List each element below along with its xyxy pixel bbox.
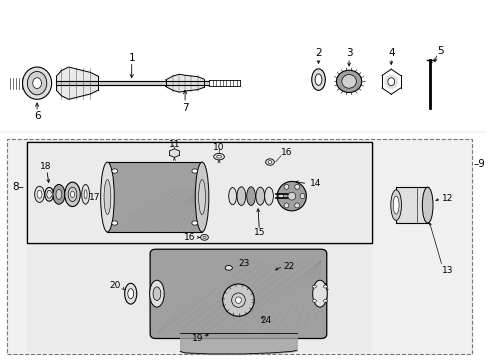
Ellipse shape bbox=[27, 72, 47, 95]
Ellipse shape bbox=[387, 78, 394, 86]
Ellipse shape bbox=[312, 280, 326, 307]
Text: 19: 19 bbox=[191, 334, 203, 343]
Ellipse shape bbox=[246, 187, 255, 206]
Ellipse shape bbox=[422, 187, 432, 223]
Ellipse shape bbox=[68, 187, 77, 202]
Ellipse shape bbox=[231, 293, 245, 307]
Text: 7: 7 bbox=[182, 103, 188, 113]
Text: 8–: 8– bbox=[12, 182, 24, 192]
Ellipse shape bbox=[228, 188, 236, 205]
Ellipse shape bbox=[153, 287, 161, 301]
Bar bbox=[27, 142, 371, 243]
Ellipse shape bbox=[149, 280, 164, 307]
Ellipse shape bbox=[336, 70, 361, 93]
Text: 4: 4 bbox=[387, 48, 394, 58]
Ellipse shape bbox=[311, 69, 325, 90]
Ellipse shape bbox=[216, 155, 221, 158]
Ellipse shape bbox=[127, 289, 133, 299]
Ellipse shape bbox=[35, 186, 44, 202]
Bar bbox=[107, 162, 202, 232]
Bar bbox=[27, 142, 371, 243]
Text: 18: 18 bbox=[40, 162, 51, 171]
Ellipse shape bbox=[323, 300, 327, 302]
Ellipse shape bbox=[222, 284, 254, 316]
Ellipse shape bbox=[284, 184, 288, 189]
Ellipse shape bbox=[33, 78, 41, 89]
Text: 16: 16 bbox=[281, 148, 292, 157]
Ellipse shape bbox=[101, 162, 114, 232]
Text: 14: 14 bbox=[309, 179, 321, 188]
Ellipse shape bbox=[104, 180, 111, 215]
Ellipse shape bbox=[198, 180, 205, 215]
Text: 6: 6 bbox=[34, 111, 41, 121]
Ellipse shape bbox=[312, 300, 316, 302]
Ellipse shape bbox=[323, 285, 327, 288]
Ellipse shape bbox=[300, 194, 305, 199]
Ellipse shape bbox=[22, 67, 52, 99]
Ellipse shape bbox=[277, 181, 306, 211]
Ellipse shape bbox=[384, 75, 397, 89]
Text: –9: –9 bbox=[473, 159, 485, 169]
Ellipse shape bbox=[191, 169, 197, 173]
Ellipse shape bbox=[287, 192, 295, 200]
Ellipse shape bbox=[237, 187, 245, 206]
Ellipse shape bbox=[224, 266, 232, 270]
Ellipse shape bbox=[294, 203, 299, 208]
Text: 21: 21 bbox=[318, 283, 329, 292]
Ellipse shape bbox=[81, 184, 89, 204]
Text: 22: 22 bbox=[283, 262, 294, 271]
Ellipse shape bbox=[255, 187, 264, 205]
Bar bbox=[27, 243, 371, 352]
Ellipse shape bbox=[84, 190, 87, 199]
Text: 2: 2 bbox=[315, 48, 321, 58]
Ellipse shape bbox=[64, 182, 80, 207]
FancyBboxPatch shape bbox=[150, 249, 326, 338]
Ellipse shape bbox=[112, 221, 118, 225]
Ellipse shape bbox=[37, 190, 42, 198]
Ellipse shape bbox=[267, 161, 271, 163]
Text: 20: 20 bbox=[109, 281, 121, 290]
Text: 5: 5 bbox=[437, 46, 443, 56]
Ellipse shape bbox=[56, 189, 61, 199]
Bar bbox=[395, 187, 427, 223]
Text: 13: 13 bbox=[441, 266, 453, 275]
Text: 11: 11 bbox=[168, 140, 180, 149]
Ellipse shape bbox=[70, 191, 74, 198]
Ellipse shape bbox=[235, 297, 241, 303]
Ellipse shape bbox=[213, 153, 224, 160]
Ellipse shape bbox=[294, 184, 299, 189]
Ellipse shape bbox=[278, 194, 283, 199]
Text: 17: 17 bbox=[88, 193, 100, 202]
Text: 10: 10 bbox=[213, 143, 224, 152]
Text: 15: 15 bbox=[253, 228, 264, 237]
Ellipse shape bbox=[170, 150, 179, 156]
Text: 23: 23 bbox=[238, 259, 249, 268]
Ellipse shape bbox=[341, 75, 356, 88]
Text: 1: 1 bbox=[128, 53, 135, 63]
Ellipse shape bbox=[200, 234, 208, 240]
Text: 3: 3 bbox=[345, 48, 352, 58]
Text: 16: 16 bbox=[184, 233, 195, 242]
Ellipse shape bbox=[284, 203, 288, 208]
Text: 24: 24 bbox=[260, 316, 271, 325]
Ellipse shape bbox=[203, 236, 205, 238]
Ellipse shape bbox=[312, 285, 316, 288]
Ellipse shape bbox=[264, 187, 273, 205]
Text: 12: 12 bbox=[441, 194, 453, 203]
Bar bbox=[6, 139, 471, 354]
Ellipse shape bbox=[124, 283, 137, 304]
Ellipse shape bbox=[191, 221, 197, 225]
Ellipse shape bbox=[53, 184, 65, 204]
Ellipse shape bbox=[392, 196, 398, 214]
Ellipse shape bbox=[314, 74, 321, 85]
Ellipse shape bbox=[112, 169, 118, 173]
Ellipse shape bbox=[390, 190, 401, 220]
Ellipse shape bbox=[195, 162, 208, 232]
Ellipse shape bbox=[265, 159, 274, 165]
